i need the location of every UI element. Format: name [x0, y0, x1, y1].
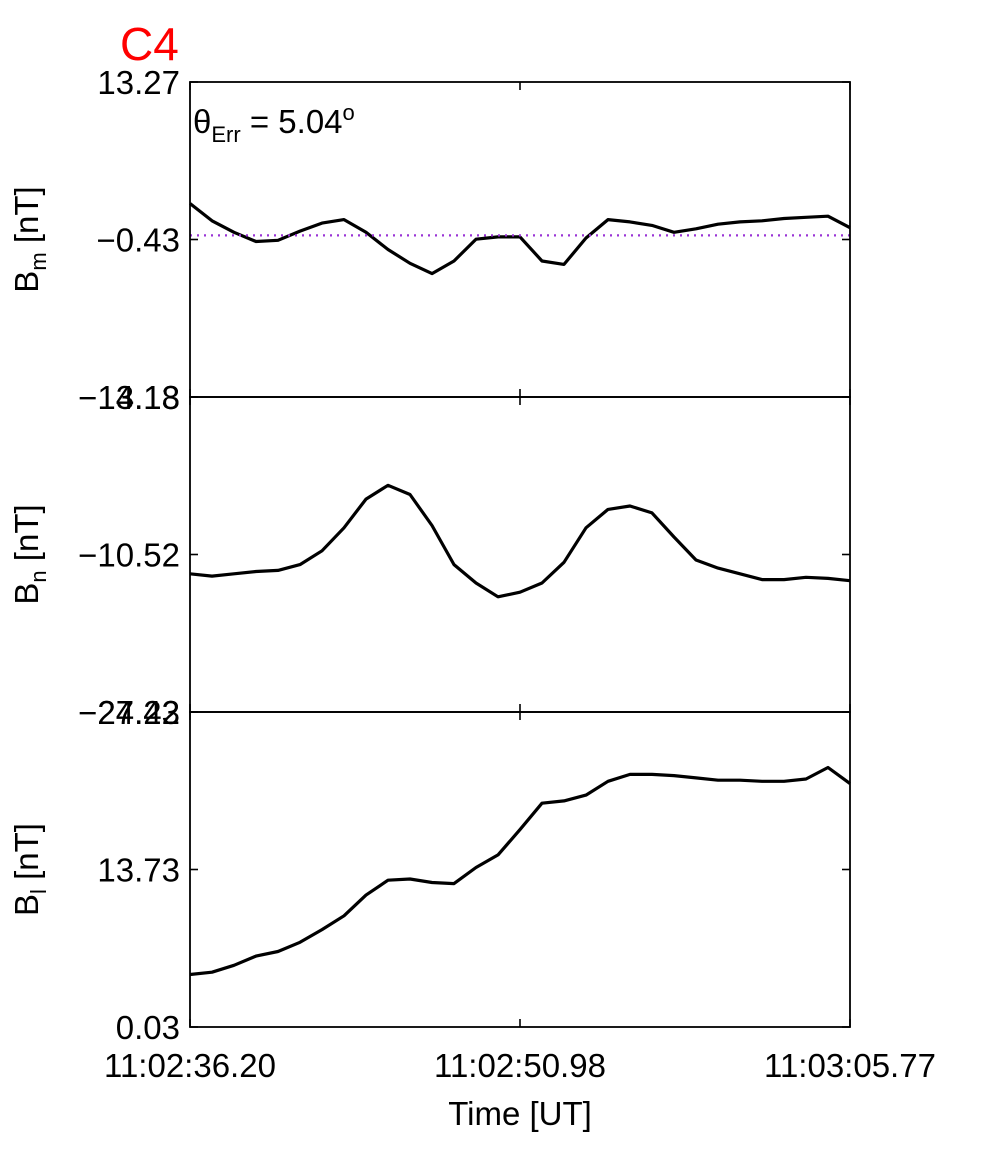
series-line-Bm — [189, 202, 851, 276]
y-tick-label: 27.43 — [97, 694, 180, 731]
panel-Bn: 3.18 −10.52 −24.22 Bn [nT] — [8, 379, 851, 731]
series-line-Bn — [189, 483, 851, 599]
y-tick-label: −24.22 — [78, 694, 180, 731]
y-tick-label: 3.18 — [116, 379, 180, 416]
theta-error-annotation: θErr = 5.04o — [193, 100, 355, 147]
y-axis-label-Bl: Bl [nT] — [8, 823, 51, 916]
x-axis-label: Time [UT] — [448, 1095, 592, 1132]
y-tick-label: 13.27 — [97, 64, 180, 101]
y-tick-label: −0.43 — [97, 222, 181, 259]
x-tick-label: 11:02:36.20 — [104, 1047, 276, 1084]
panel-Bm: 13.27 −0.43 −14.13 Bm [nT] — [8, 64, 851, 416]
chart-title: C4 — [120, 18, 179, 70]
y-tick-label: 13.73 — [97, 852, 180, 889]
panel-frame — [189, 711, 851, 1028]
y-tick-label: 0.03 — [116, 1009, 180, 1046]
y-tick-label: −14.13 — [78, 379, 180, 416]
series-line-Bl — [189, 765, 851, 977]
x-tick-label: 11:02:50.98 — [434, 1047, 606, 1084]
y-axis-label-Bn: Bn [nT] — [8, 504, 51, 604]
panel-frame — [189, 396, 851, 713]
y-tick-label: −10.52 — [78, 537, 180, 574]
y-axis-label-Bm: Bm [nT] — [8, 186, 51, 292]
panel-Bl: 27.43 13.73 0.03 Bl [nT] — [8, 694, 851, 1046]
x-tick-label: 11:03:05.77 — [764, 1047, 936, 1084]
